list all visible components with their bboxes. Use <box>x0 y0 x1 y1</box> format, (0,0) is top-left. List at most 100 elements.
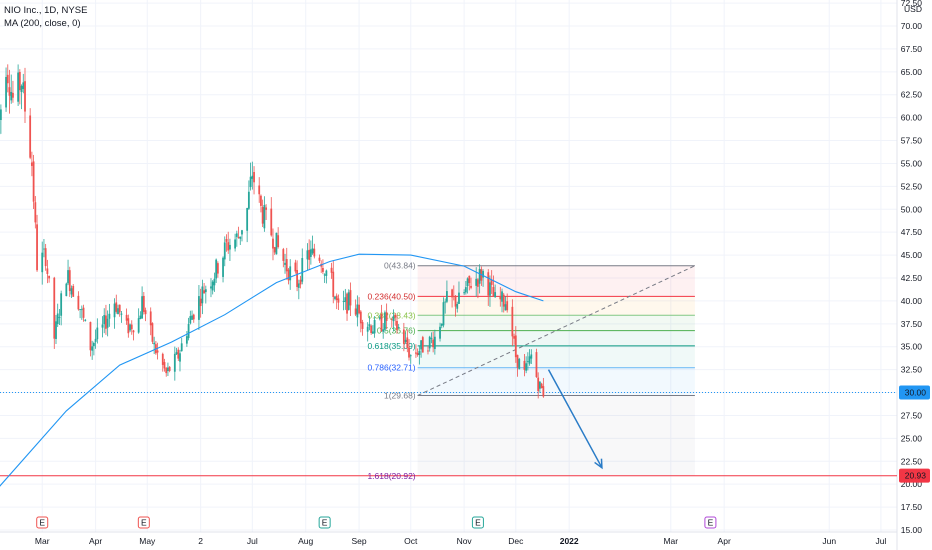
candle <box>334 295 336 301</box>
candle-body <box>105 315 107 329</box>
candle <box>213 272 216 292</box>
price-tick-label: 25.00 <box>901 433 923 443</box>
candle <box>272 228 274 261</box>
candle <box>5 67 7 112</box>
candle-body <box>241 230 243 235</box>
candle-body <box>198 296 200 320</box>
candle <box>446 280 448 304</box>
candle-body <box>168 366 171 371</box>
candle <box>464 280 467 295</box>
candle <box>301 248 304 285</box>
candle-body <box>153 342 156 345</box>
candle-body <box>34 202 37 223</box>
candle <box>246 207 249 243</box>
price-axis[interactable]: 72.50 70.00 67.50 65.00 62.50 60.00 57.50 55.00… <box>901 0 923 535</box>
candle <box>115 294 118 314</box>
candle-body <box>330 267 333 273</box>
candle <box>201 279 204 315</box>
candle-body <box>530 354 533 359</box>
candle <box>36 214 38 272</box>
time-tick-label: Mar <box>663 536 678 546</box>
fib-zone <box>417 296 695 316</box>
candle <box>284 253 286 274</box>
price-tick-label: 40.00 <box>901 296 923 306</box>
candle-body <box>251 175 254 179</box>
candle-body <box>468 275 471 284</box>
price-tick-label: 27.50 <box>901 410 923 420</box>
candle-body <box>514 335 517 358</box>
candle <box>525 356 528 374</box>
ma-200-line <box>0 253 544 487</box>
candle-body <box>6 74 9 84</box>
candle-body <box>199 298 202 307</box>
time-tick-label: Jul <box>875 536 886 546</box>
candle <box>444 298 447 314</box>
candle <box>177 347 180 361</box>
earnings-marker: E <box>318 516 331 529</box>
candle <box>80 305 83 320</box>
candle <box>249 162 252 191</box>
symbol-title[interactable]: NIO Inc., 1D, NYSE <box>4 5 88 16</box>
candle-body <box>270 208 273 236</box>
candle <box>113 298 116 329</box>
candle <box>540 382 543 389</box>
candle-body <box>408 347 410 358</box>
candle <box>482 269 484 287</box>
candle-body <box>72 285 75 297</box>
candle <box>466 277 469 294</box>
time-tick-label: 2 <box>198 536 203 546</box>
candle <box>101 316 104 338</box>
price-tick-label: 65.00 <box>901 67 923 77</box>
candle <box>239 236 242 246</box>
candle <box>487 269 490 306</box>
candle <box>420 339 422 358</box>
current-price-badge-bg <box>899 385 930 400</box>
candle <box>173 346 176 381</box>
candle <box>30 151 33 177</box>
candle-body <box>144 310 147 315</box>
candle-body <box>225 238 228 242</box>
candle <box>320 260 323 273</box>
fib-zone <box>417 395 695 476</box>
candle <box>335 293 338 310</box>
candle-body <box>215 259 218 279</box>
currency-label: USD <box>904 4 922 14</box>
candle <box>309 240 312 265</box>
candle <box>198 284 200 331</box>
candle-body <box>452 295 455 297</box>
candle-body <box>70 288 73 295</box>
time-axis[interactable]: Mar Apr May 2 Jul Aug Sep Oct Nov Dec 2022 Mar Apr Ju… <box>35 536 887 546</box>
candle-body <box>309 249 312 257</box>
candle <box>499 287 502 307</box>
candle <box>130 320 133 335</box>
earnings-badge <box>137 516 150 529</box>
candle <box>229 238 231 262</box>
candle-body <box>451 289 453 298</box>
candle <box>56 303 59 327</box>
candle <box>68 266 71 297</box>
price-badges: 30.00 20.93 <box>899 385 930 483</box>
candle-body <box>404 339 407 343</box>
earnings-marker: E <box>471 516 484 529</box>
candle-body <box>32 161 35 202</box>
candle-body <box>161 353 164 365</box>
trend-arrow[interactable] <box>547 369 603 470</box>
candle <box>349 282 352 317</box>
price-tick-label: 37.50 <box>901 319 923 329</box>
candle <box>156 342 159 360</box>
indicator-label[interactable]: MA (200, close, 0) <box>4 18 81 29</box>
candle-body <box>249 176 252 188</box>
candle <box>322 259 324 275</box>
candle-body <box>502 294 505 307</box>
candle-body <box>142 295 145 312</box>
candle-body <box>65 283 68 297</box>
candle <box>163 358 166 372</box>
candle <box>225 234 228 252</box>
candle-body <box>390 318 393 320</box>
candle <box>418 346 421 365</box>
candle-body <box>525 363 528 371</box>
candle-body <box>192 314 195 320</box>
fibonacci-levels[interactable]: 0(43.84) 0.236(40.50) 0.382(38.43) 0.5(36.7… <box>0 261 897 481</box>
